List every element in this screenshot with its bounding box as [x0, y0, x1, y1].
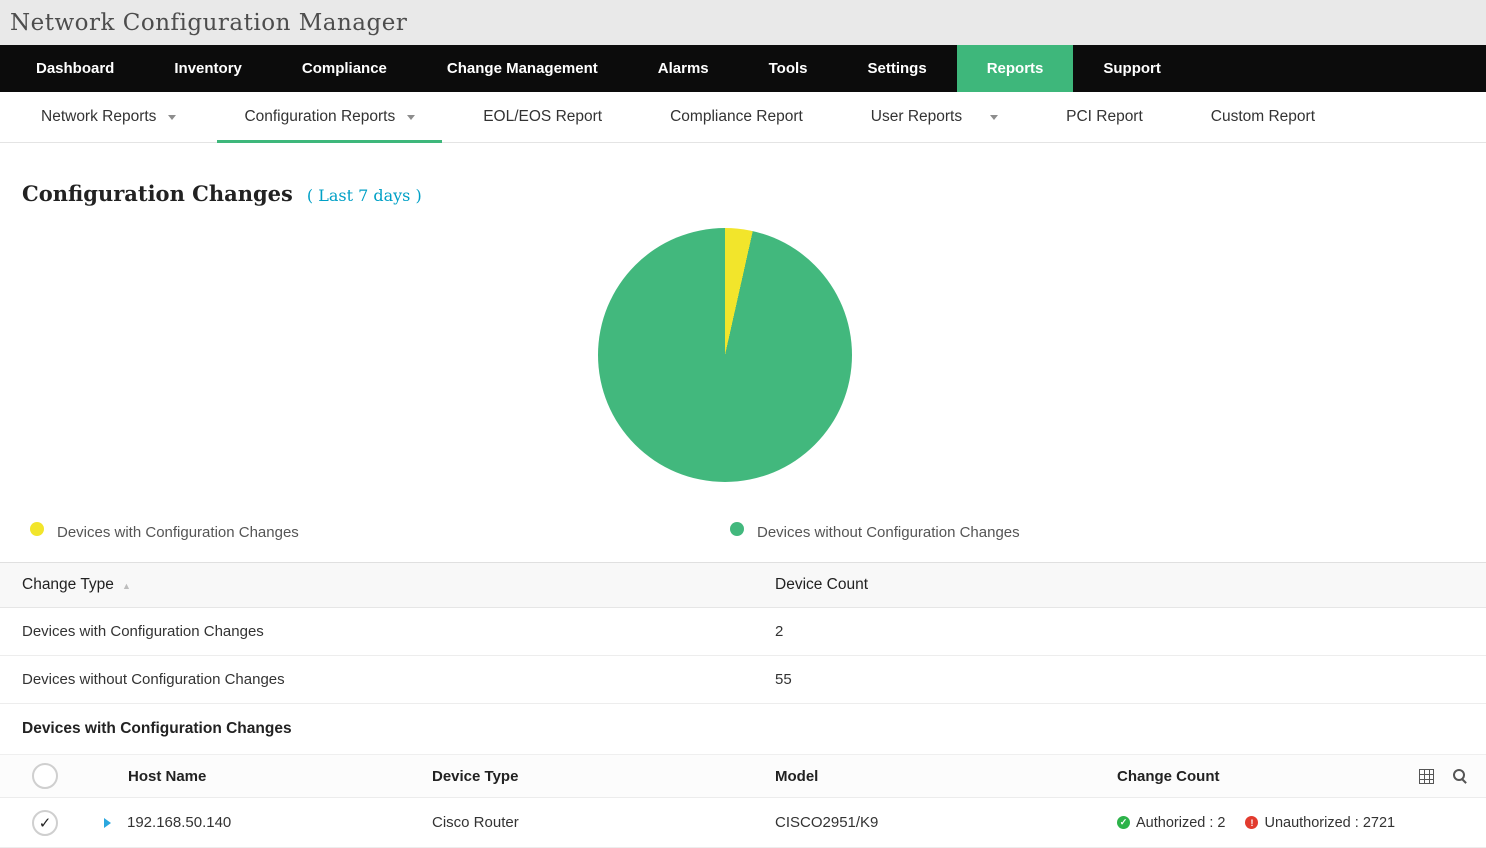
nav-item-alarms[interactable]: Alarms — [657, 60, 709, 77]
subnav-item-label: Custom Report — [1210, 108, 1316, 125]
search-icon[interactable] — [1452, 768, 1468, 784]
legend-dot-green — [730, 521, 744, 536]
chevron-down-icon — [407, 114, 416, 120]
nav-item-reports[interactable]: Reports — [956, 45, 1074, 92]
change-type-cell: Devices with Configuration Changes — [22, 623, 264, 640]
subnav-item-configuration-reports[interactable]: Configuration Reports — [217, 92, 442, 143]
devices-section-title: Devices with Configuration Changes — [22, 720, 292, 737]
devices-section-title-row: Devices with Configuration Changes — [0, 704, 1486, 754]
summary-table-header: Change Type ▲ Device Count — [0, 562, 1486, 608]
summary-col-device-count[interactable]: Device Count — [775, 576, 869, 593]
pie-chart-area — [0, 211, 1486, 482]
nav-item-support[interactable]: Support — [1103, 60, 1161, 77]
subnav-item-label: Network Reports — [41, 108, 157, 125]
devices-col-device-type[interactable]: Device Type — [432, 767, 519, 785]
subnav-item-user-reports[interactable]: User Reports — [844, 92, 1025, 142]
subnav-item-pci-report[interactable]: PCI Report — [1039, 92, 1170, 142]
subnav-item-eol-eos-report[interactable]: EOL/EOS Report — [456, 92, 629, 142]
authorized-icon: ✓ — [1117, 816, 1130, 829]
table-view-icon[interactable] — [1419, 768, 1434, 784]
subnav-item-custom-report[interactable]: Custom Report — [1184, 92, 1342, 142]
device-count-cell: 2 — [775, 623, 784, 640]
column-header-label: Change Type — [22, 576, 114, 593]
devices-col-change-count[interactable]: Change Count — [1117, 767, 1220, 785]
subnav-item-label: Configuration Reports — [244, 108, 396, 125]
row-checkbox[interactable]: ✓ — [32, 809, 58, 836]
sort-arrow-icon[interactable]: ▲ — [121, 581, 131, 591]
device-count-cell: 55 — [775, 671, 792, 688]
summary-col-change-type[interactable]: Change Type ▲ — [22, 576, 775, 594]
model-cell: CISCO2951/K9 — [775, 814, 879, 831]
subnav-item-label: Compliance Report — [670, 108, 803, 125]
subnav-item-label: EOL/EOS Report — [483, 108, 603, 125]
nav-item-tools[interactable]: Tools — [768, 60, 808, 77]
nav-item-dashboard[interactable]: Dashboard — [36, 60, 115, 77]
subnav-item-compliance-report[interactable]: Compliance Report — [643, 92, 830, 142]
table-row: ✓ 192.168.50.140 Cisco Router CISCO2951/… — [0, 798, 1486, 848]
chart-legend: Devices with Configuration Changes Devic… — [0, 482, 1486, 562]
subnav-item-network-reports[interactable]: Network Reports — [14, 92, 203, 142]
unauthorized-icon: ! — [1245, 816, 1259, 829]
devices-col-host-name[interactable]: Host Name — [128, 767, 207, 785]
main-nav: Dashboard Inventory Compliance Change Ma… — [0, 45, 1486, 92]
authorized-count: Authorized : 2 — [1136, 814, 1226, 831]
unauthorized-count: Unauthorized : 2721 — [1264, 814, 1396, 831]
app-header: Network Configuration Manager — [0, 0, 1486, 45]
nav-item-change-management[interactable]: Change Management — [446, 60, 598, 77]
nav-item-inventory[interactable]: Inventory — [174, 60, 242, 77]
device-type-cell: Cisco Router — [432, 814, 519, 831]
legend-item-with-changes: Devices with Configuration Changes — [30, 521, 299, 541]
devices-table-header: Host Name Device Type Model Change Count — [0, 754, 1486, 798]
change-type-cell: Devices without Configuration Changes — [22, 671, 285, 688]
nav-item-compliance[interactable]: Compliance — [301, 60, 387, 77]
legend-label: Devices with Configuration Changes — [57, 524, 299, 541]
app-title: Network Configuration Manager — [10, 9, 408, 36]
pie-chart[interactable] — [598, 228, 852, 482]
page-title: Configuration Changes — [22, 181, 293, 206]
devices-col-model[interactable]: Model — [775, 767, 819, 785]
reports-subnav: Network Reports Configuration Reports EO… — [0, 92, 1486, 143]
table-row: Devices with Configuration Changes 2 — [0, 608, 1486, 656]
host-name-cell[interactable]: 192.168.50.140 — [127, 814, 232, 831]
chevron-down-icon — [168, 114, 177, 120]
subnav-item-label: PCI Report — [1066, 108, 1143, 125]
legend-dot-yellow — [30, 521, 44, 536]
page-title-row: Configuration Changes ( Last 7 days ) — [22, 181, 1486, 211]
legend-label: Devices without Configuration Changes — [757, 524, 1020, 541]
select-all-checkbox[interactable] — [32, 763, 58, 789]
chevron-down-icon — [990, 114, 999, 120]
table-row: Devices without Configuration Changes 55 — [0, 656, 1486, 704]
subnav-item-label: User Reports — [870, 108, 963, 125]
page-period: ( Last 7 days ) — [306, 186, 422, 205]
legend-item-without-changes: Devices without Configuration Changes — [730, 521, 1020, 541]
nav-item-settings[interactable]: Settings — [867, 60, 927, 77]
expand-row-icon[interactable] — [104, 817, 111, 828]
